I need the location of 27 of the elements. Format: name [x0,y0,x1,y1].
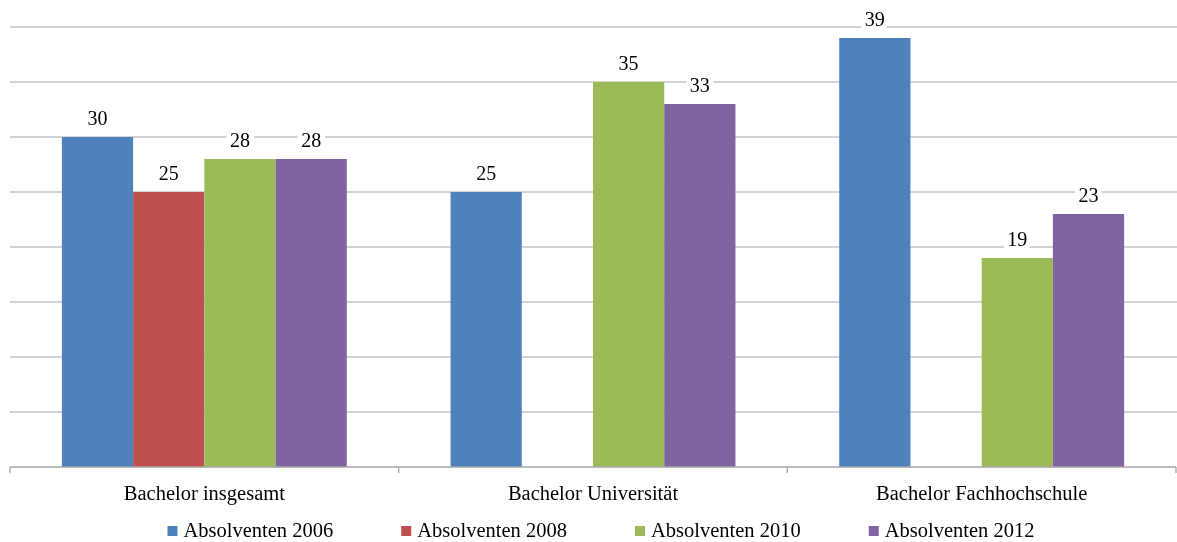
bar [450,192,522,467]
legend-label: Absolventen 2012 [884,519,1035,541]
bar [981,258,1053,467]
bar [664,104,736,467]
legend-label: Absolventen 2006 [183,519,334,541]
bar [133,192,205,467]
bar [839,38,911,467]
x-tick-label: Bachelor Universität [507,482,679,504]
data-label: 35 [618,52,639,74]
x-tick-label: Bachelor Fachhochschule [876,482,1088,504]
data-label: 28 [301,129,322,151]
bar [1052,214,1125,467]
bar [61,137,134,467]
x-tick-label: Bachelor insgesamt [123,482,286,505]
data-label: 19 [1007,228,1028,250]
bar [204,159,276,467]
legend-label: Absolventen 2008 [417,519,567,541]
data-label: 39 [864,8,885,30]
data-label: 30 [87,107,108,129]
data-label: 25 [476,162,497,184]
data-label: 25 [158,162,179,184]
data-label: 23 [1078,184,1099,206]
legend-label: Absolventen 2010 [651,519,801,541]
data-label: 28 [229,129,250,151]
bar [593,82,665,467]
data-label: 33 [689,74,710,96]
bar [275,159,347,467]
